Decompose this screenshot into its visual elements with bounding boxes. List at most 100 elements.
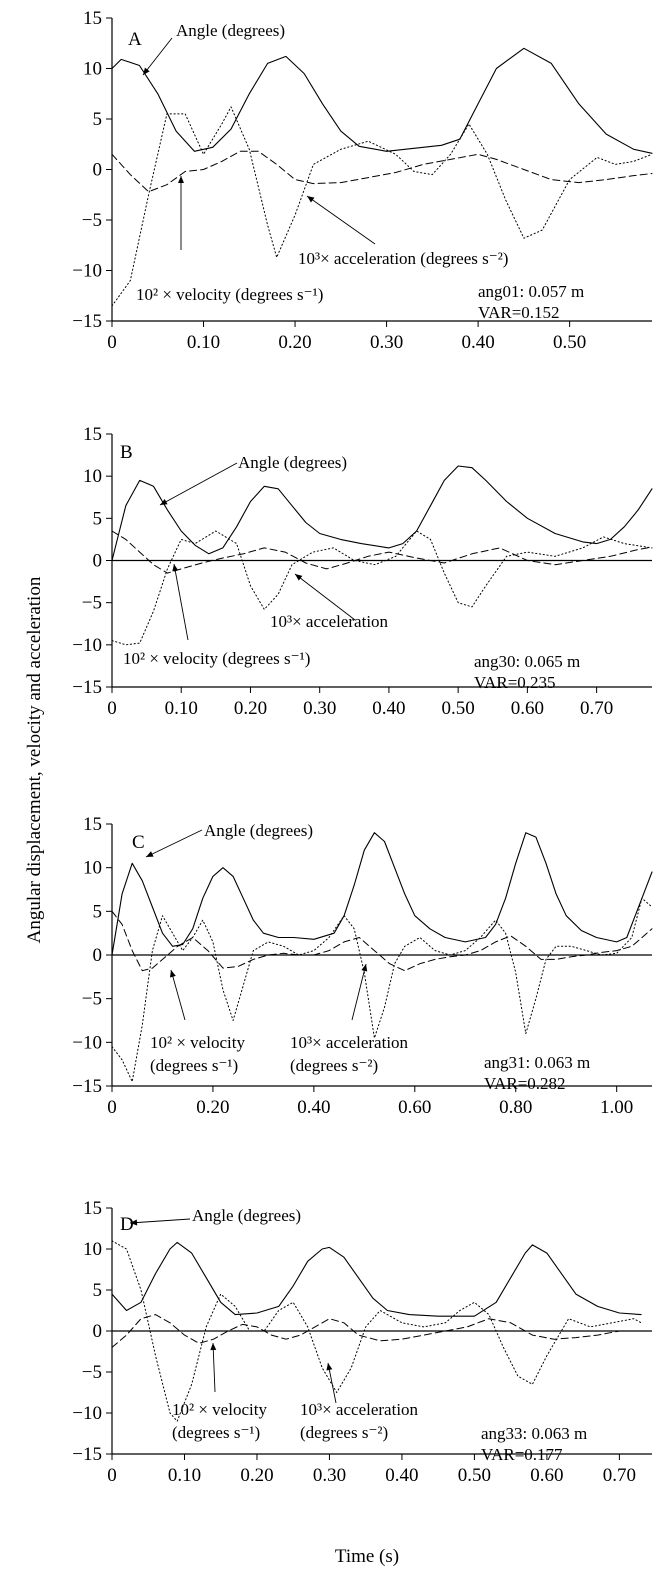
panel-C-arrowhead bbox=[169, 970, 176, 978]
panel-B-info-text: ang30: 0.065 m bbox=[474, 652, 580, 671]
panel-D-arrowhead bbox=[130, 1219, 138, 1226]
panel-C-leader-arrow bbox=[145, 829, 203, 858]
panel-C-x-tick-label: 0.20 bbox=[196, 1097, 229, 1118]
panel-A-x-tick-label: 0.40 bbox=[461, 332, 494, 353]
panel-C-y-tick-label: −10 bbox=[72, 1032, 102, 1053]
panel-C-y-tick-label: 0 bbox=[93, 945, 103, 966]
panel-A-series-dotted-line bbox=[111, 106, 653, 307]
panel-B-y-tick-label: −15 bbox=[72, 677, 102, 698]
panel-A-arrowhead bbox=[307, 196, 315, 203]
panel-D-y-tick-label: 15 bbox=[83, 1198, 102, 1219]
panel-C-info-text: ang31: 0.063 m bbox=[484, 1053, 590, 1072]
panel-B-series-dashed-line bbox=[111, 530, 653, 574]
panel-D-x-tick-label: 0.30 bbox=[313, 1465, 346, 1486]
panel-C-leader-arrow bbox=[170, 969, 186, 1021]
panel-D-y-tick-label: −5 bbox=[82, 1362, 102, 1383]
panel-C-arrowhead bbox=[146, 851, 154, 857]
panel-C-y-tick-label: 5 bbox=[93, 901, 103, 922]
panel-C-x-tick-label: 1.00 bbox=[600, 1097, 633, 1118]
panel-A-letter: A bbox=[128, 29, 142, 50]
panel-C-y-tick-label: 10 bbox=[83, 858, 102, 879]
x-axis-title: Time (s) bbox=[335, 1546, 399, 1567]
panel-C-annotation: Angle (degrees) bbox=[204, 821, 313, 840]
panel-B-x-tick-label: 0.30 bbox=[303, 698, 336, 719]
panel-C-series-dotted-line bbox=[111, 897, 653, 1083]
panel-C-annotation: 10² × velocity bbox=[150, 1033, 245, 1052]
panel-D-info-text: ang33: 0.063 m bbox=[481, 1424, 587, 1443]
panel-B-x-tick-label: 0.60 bbox=[511, 698, 544, 719]
panel-C-info-text: VAR=0.282 bbox=[484, 1074, 566, 1093]
panel-B-leader-arrow bbox=[294, 573, 356, 621]
panel-D-x-tick-label: 0.40 bbox=[385, 1465, 418, 1486]
panel-C-x-tick-label: 0.60 bbox=[398, 1097, 431, 1118]
panel-D-y-tick-label: 5 bbox=[93, 1280, 103, 1301]
panel-A-arrowhead bbox=[178, 176, 184, 183]
panel-B-arrowhead bbox=[295, 574, 303, 581]
panel-C-x-tick-label: 0 bbox=[107, 1097, 117, 1118]
panel-D-annotation: Angle (degrees) bbox=[192, 1206, 301, 1225]
panel-D-annotation: (degrees s⁻²) bbox=[300, 1423, 388, 1442]
panel-B-y-tick-label: 15 bbox=[83, 424, 102, 445]
panel-C-letter: C bbox=[132, 832, 145, 853]
panel-B-letter: B bbox=[120, 442, 133, 463]
panel-C-x-tick-label: 0.40 bbox=[297, 1097, 330, 1118]
panel-D-leader-arrow bbox=[129, 1218, 191, 1224]
panel-B-leader-arrow bbox=[159, 462, 238, 506]
panel-A-info-text: ang01: 0.057 m bbox=[478, 282, 584, 301]
panel-D-info-text: VAR=0.177 bbox=[481, 1445, 563, 1464]
panel-D-y-tick-label: 0 bbox=[93, 1321, 103, 1342]
panel-D-arrowhead bbox=[326, 1363, 333, 1371]
panel-B-info-text: VAR=0.235 bbox=[474, 673, 556, 692]
panel-A-annotation: Angle (degrees) bbox=[176, 21, 285, 40]
panel-D-x-tick-label: 0.50 bbox=[458, 1465, 491, 1486]
panel-B-y-tick-label: 5 bbox=[93, 508, 103, 529]
panel-B-y-tick-label: −5 bbox=[82, 593, 102, 614]
panel-D-x-tick-label: 0.20 bbox=[240, 1465, 273, 1486]
panel-B-y-tick-label: 10 bbox=[83, 466, 102, 487]
panel-D-annotation: (degrees s⁻¹) bbox=[172, 1423, 260, 1442]
panel-C-series-solid-line bbox=[111, 832, 653, 956]
panel-D-y-tick-label: −15 bbox=[72, 1444, 102, 1465]
panel-D-arrowhead bbox=[210, 1343, 217, 1351]
panel-A-x-tick-label: 0.20 bbox=[278, 332, 311, 353]
panel-A-x-tick-label: 0.10 bbox=[187, 332, 220, 353]
panel-D-letter: D bbox=[120, 1214, 134, 1235]
panel-A-y-tick-label: −10 bbox=[72, 261, 102, 282]
panel-B-series-solid-line bbox=[111, 465, 653, 562]
panel-B-arrowhead bbox=[160, 499, 168, 505]
y-axis-title: Angular displacement, velocity and accel… bbox=[24, 576, 45, 943]
panel-D-y-tick-label: 10 bbox=[83, 1239, 102, 1260]
panel-A-leader-arrow bbox=[142, 37, 173, 76]
panel-D-y-tick-label: −10 bbox=[72, 1403, 102, 1424]
panel-A-info-text: VAR=0.152 bbox=[478, 303, 560, 322]
panel-A-annotation: 10³× acceleration (degrees s⁻²) bbox=[298, 249, 508, 268]
panel-B-y-tick-label: −10 bbox=[72, 635, 102, 656]
panel-B-x-tick-label: 0.50 bbox=[442, 698, 475, 719]
panel-D-leader-arrow bbox=[212, 1342, 216, 1393]
panel-C-leader-arrow bbox=[351, 963, 367, 1021]
panel-D-annotation: 10² × velocity bbox=[172, 1400, 267, 1419]
panel-D-x-tick-label: 0.70 bbox=[603, 1465, 636, 1486]
panel-A-x-tick-label: 0.30 bbox=[370, 332, 403, 353]
panel-B-x-tick-label: 0.20 bbox=[234, 698, 267, 719]
panel-C-y-tick-label: −15 bbox=[72, 1076, 102, 1097]
panel-C-annotation: 10³× acceleration bbox=[290, 1033, 409, 1052]
panel-D-x-tick-label: 0.60 bbox=[530, 1465, 563, 1486]
panel-A-arrowhead bbox=[143, 67, 150, 75]
panel-B-x-tick-label: 0.40 bbox=[372, 698, 405, 719]
panel-B-x-tick-label: 0.10 bbox=[165, 698, 198, 719]
panel-C-annotation: (degrees s⁻²) bbox=[290, 1056, 378, 1075]
panel-A-y-tick-label: 0 bbox=[93, 160, 103, 181]
panel-C-arrowhead bbox=[361, 964, 368, 972]
panel-D-series-solid-line bbox=[111, 1241, 642, 1317]
panel-A-series-solid-line bbox=[111, 47, 653, 154]
panel-A-annotation: 10² × velocity (degrees s⁻¹) bbox=[136, 285, 323, 304]
panel-D-series-dotted-line bbox=[111, 1240, 642, 1422]
panel-B-x-tick-label: 0 bbox=[107, 698, 117, 719]
panel-A-y-tick-label: 15 bbox=[83, 8, 102, 29]
panel-C-x-tick-label: 0.80 bbox=[499, 1097, 532, 1118]
panel-B-x-tick-label: 0.70 bbox=[580, 698, 613, 719]
panel-D-annotation: 10³× acceleration bbox=[300, 1400, 419, 1419]
panel-C-series-dashed-line bbox=[111, 910, 653, 972]
panel-C-y-tick-label: −5 bbox=[82, 989, 102, 1010]
